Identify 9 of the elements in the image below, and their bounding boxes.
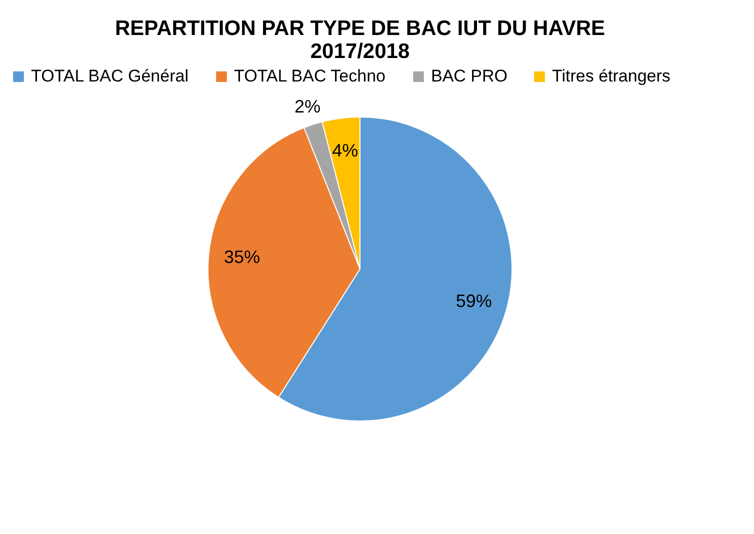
legend-label: Titres étrangers — [552, 66, 670, 86]
legend-label: BAC PRO — [431, 66, 508, 86]
data-label: 59% — [456, 291, 492, 312]
legend-label: TOTAL BAC Général — [31, 66, 188, 86]
legend-label: TOTAL BAC Techno — [234, 66, 386, 86]
data-label: 2% — [294, 96, 320, 116]
data-label: 35% — [224, 246, 260, 267]
chart-title: REPARTITION PAR TYPE DE BAC IUT DU HAVRE 2017/2018 — [114, 17, 606, 63]
data-label: 4% — [332, 140, 358, 160]
